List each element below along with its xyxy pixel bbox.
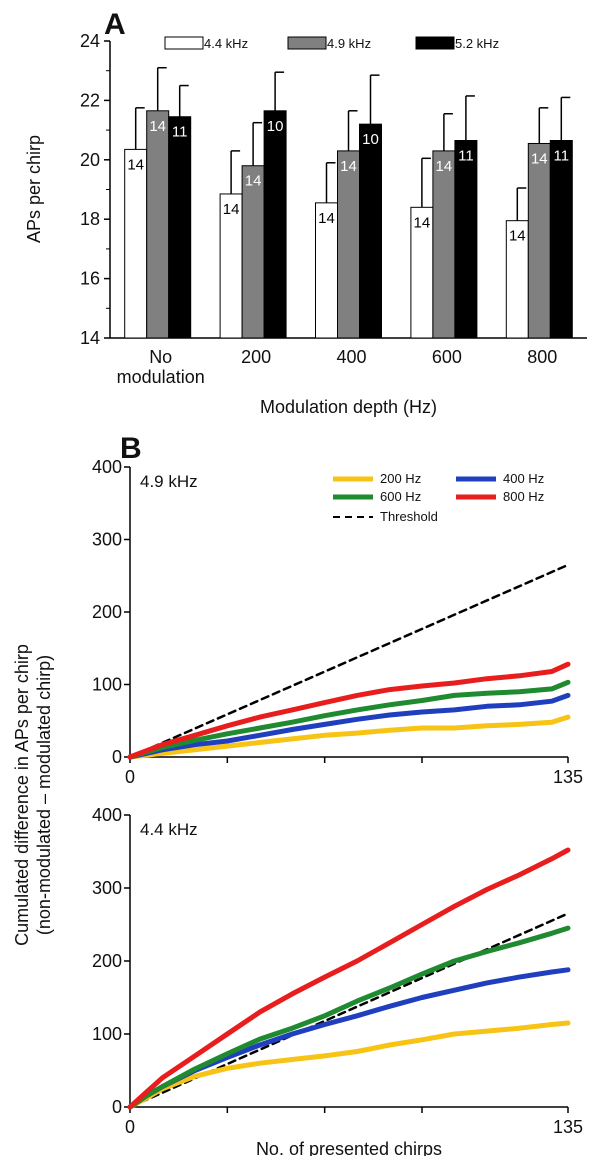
x-category-label: No [149,347,172,367]
legend-label: 200 Hz [380,471,421,486]
y-axis-title: APs per chirp [24,135,44,243]
legend-label: 4.9 kHz [327,36,371,51]
x-axis-title: No. of presented chirps [256,1139,442,1156]
y-tick-label: 0 [112,747,122,767]
x-tick-label: 135 [553,767,583,787]
y-tick-label: 14 [80,328,100,348]
y-tick-label: 16 [80,269,100,289]
bar-n-label: 10 [267,118,284,135]
bar [454,139,478,339]
bar-n-label: 11 [172,124,188,141]
legend-label: 4.4 kHz [204,36,248,51]
panel-b-top-line-chart: 0 100 200 300 400 0 135 4.9 kHz 200 Hz 400 Hz 600 … [92,457,583,787]
x-tick-label: 0 [125,1117,135,1137]
panel-frequency-label: 4.4 kHz [140,820,198,839]
bar-n-label: 11 [554,147,570,164]
bar [241,165,265,339]
y-tick-label: 200 [92,602,122,622]
x-category-label: 200 [241,347,271,367]
bar-n-label: 14 [436,158,453,175]
y-tick-label: 22 [80,90,100,110]
bar-n-label: 14 [340,158,357,175]
y-tick-label: 18 [80,209,100,229]
y-tick-label: 200 [92,951,122,971]
legend-label: 5.2 kHz [455,36,499,51]
bar [124,148,148,339]
bar-n-label: 14 [318,210,335,227]
panel-frequency-label: 4.9 kHz [140,472,198,491]
y-tick-label: 20 [80,150,100,170]
y-tick-label: 24 [80,31,100,51]
bar-n-label: 14 [149,118,166,135]
bar [359,123,382,339]
x-tick-label: 0 [125,767,135,787]
series-line-200hz [127,714,571,760]
legend-swatch [415,36,455,50]
series-line-400hz [127,692,571,760]
x-axis-title: Modulation depth (Hz) [260,397,437,417]
y-tick-label: 400 [92,805,122,825]
figure-labels: A B Cumulated difference in APs per chir… [12,8,142,946]
y-tick-label: 100 [92,1024,122,1044]
shared-ylabel-line1: Cumulated difference in APs per chirp [12,644,32,946]
legend-swatch [287,36,327,50]
x-tick-label: 135 [553,1117,583,1137]
bar [549,139,573,339]
y-tick-label: 0 [112,1097,122,1117]
x-category-label: 800 [527,347,557,367]
series-line-600hz [127,679,571,760]
legend-label: 600 Hz [380,489,421,504]
panel-a-letter: A [104,8,126,41]
bar [146,110,170,339]
panel-b-bottom-line-chart: 0 100 200 300 400 0 135 4.4 kHz No. of presented… [92,805,583,1156]
x-category-label: 600 [432,347,462,367]
bar-n-label: 14 [509,228,526,245]
bar [432,150,456,339]
legend-label: Threshold [380,509,438,524]
bar-n-label: 14 [531,150,548,167]
legend-label: 400 Hz [503,471,544,486]
bar-n-label: 11 [458,147,474,164]
bar-n-label: 10 [362,131,379,148]
x-category-label: 400 [336,347,366,367]
threshold-line [128,563,570,759]
legend-swatch [164,36,204,50]
y-tick-label: 300 [92,878,122,898]
y-tick-label: 400 [92,457,122,477]
bar [263,110,287,339]
x-category-label: modulation [117,367,205,387]
series-line-200hz [127,1020,571,1110]
legend-label: 800 Hz [503,489,544,504]
bar [527,142,551,339]
panel-b-letter: B [120,432,142,465]
shared-ylabel-line2: (non-modulated – modulated chirp) [34,655,54,935]
series-line-600hz [127,925,571,1110]
y-tick-label: 100 [92,675,122,695]
bar-n-label: 14 [127,156,144,173]
bar-n-label: 14 [245,173,262,190]
bar-n-label: 14 [223,201,240,218]
series-line-800hz [127,847,571,1110]
bar [337,150,360,339]
series-line-400hz [127,967,571,1110]
bar [168,116,192,339]
bar-n-label: 14 [414,214,431,231]
series-line-800hz [127,661,571,760]
y-tick-label: 300 [92,530,122,550]
